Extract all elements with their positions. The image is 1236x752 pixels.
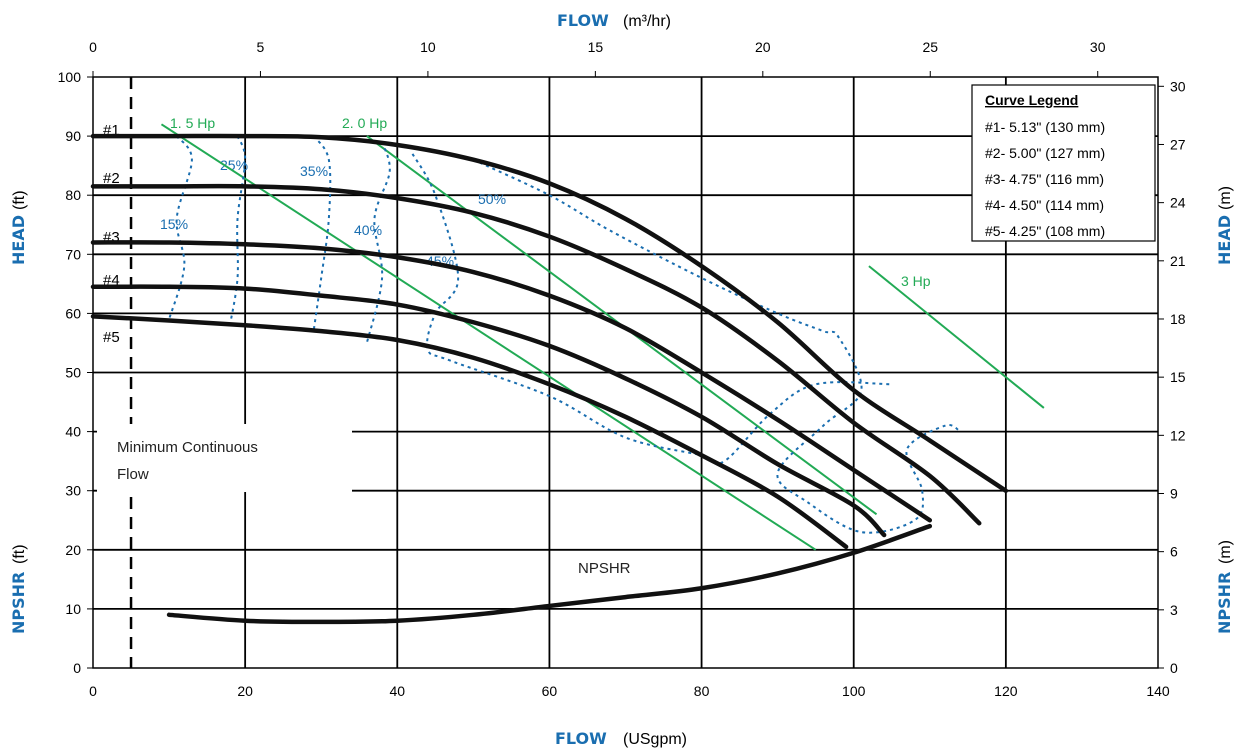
legend-item-4: #4- 4.50" (114 mm) (985, 197, 1104, 213)
y-tick-label-left: 40 (65, 424, 81, 440)
y-tick-label-left: 30 (65, 483, 81, 499)
head-curve-5 (90, 314, 849, 550)
legend-item-3: #3- 4.75" (116 mm) (985, 171, 1104, 187)
efficiency-line-1 (228, 135, 247, 326)
min-flow-note-line1: Minimum Continuous (117, 439, 258, 456)
bottom-axis-title-label: FLOW (555, 729, 607, 748)
x-tick-label-top: 15 (588, 39, 604, 55)
x-tick-label-top: 20 (755, 39, 771, 55)
y-tick-label-right: 12 (1170, 427, 1186, 443)
legend-item-1: #1- 5.13" (130 mm) (985, 119, 1105, 135)
min-flow-note-line2: Flow (117, 466, 149, 483)
y-tick-label-left: 60 (65, 305, 81, 321)
efficiency-label-40: 40% (354, 222, 382, 238)
left-npshr-axis-title: NPSHR (ft) (9, 544, 28, 634)
legend-item-2: #2- 5.00" (127 mm) (985, 145, 1105, 161)
x-tick-label-bottom: 60 (542, 683, 558, 699)
x-tick-label-bottom: 120 (994, 683, 1018, 699)
hp-label-3: 3 Hp (901, 273, 931, 289)
x-tick-label-bottom: 20 (237, 683, 253, 699)
x-tick-label-bottom: 80 (694, 683, 710, 699)
y-tick-label-right: 6 (1170, 544, 1178, 560)
head-curves (90, 133, 1009, 625)
left-head-axis-title: HEAD (ft) (9, 190, 28, 265)
top-axis-title: FLOW (m³/hr) (557, 11, 671, 30)
y-tick-label-left: 10 (65, 601, 81, 617)
y-tick-label-left: 100 (58, 69, 82, 85)
x-tick-label-top: 5 (257, 39, 265, 55)
efficiency-label-35: 35% (300, 163, 328, 179)
y-tick-label-right: 0 (1170, 660, 1178, 676)
efficiency-label-15: 15% (160, 216, 188, 232)
head-curve-3 (90, 240, 933, 523)
right-head-title: HEAD (1215, 215, 1234, 265)
left-npshr-title: NPSHR (9, 572, 28, 634)
npshr-curve-label: NPSHR (578, 560, 631, 577)
horsepower-labels: 1. 5 Hp 2. 0 Hp 3 Hp (170, 115, 931, 289)
left-head-title: HEAD (9, 215, 28, 265)
hp-label-1-5: 1. 5 Hp (170, 115, 215, 131)
curve-labels: #1 #2 #3 #4 #5 (103, 122, 120, 346)
x-tick-label-top: 25 (922, 39, 938, 55)
left-npshr-unit: (ft) (11, 544, 28, 564)
curve-legend: Curve Legend #1- 5.13" (130 mm) #2- 5.00… (971, 84, 1156, 242)
right-npshr-title: NPSHR (1215, 572, 1234, 634)
bottom-axis-title: FLOW (USgpm) (555, 729, 687, 748)
top-axis-title-label: FLOW (557, 11, 609, 30)
x-tick-label-bottom: 140 (1146, 683, 1170, 699)
x-tick-label-top: 0 (89, 39, 97, 55)
x-tick-label-bottom: 100 (842, 683, 866, 699)
hp-line-0 (160, 123, 817, 551)
y-tick-label-left: 90 (65, 128, 81, 144)
y-tick-label-left: 50 (65, 365, 81, 381)
head-curve-1 (90, 133, 1009, 493)
y-tick-label-right: 30 (1170, 78, 1186, 94)
efficiency-label-50: 50% (478, 191, 506, 207)
x-tick-label-bottom: 40 (389, 683, 405, 699)
efficiency-line-0 (168, 135, 193, 320)
legend-title: Curve Legend (985, 92, 1078, 108)
y-tick-label-right: 18 (1170, 311, 1186, 327)
y-tick-label-right: 21 (1170, 253, 1186, 269)
curve-label-2: #2 (103, 170, 120, 187)
right-head-unit: (m) (1217, 186, 1234, 210)
npshr-curve (166, 523, 933, 625)
y-tick-label-left: 20 (65, 542, 81, 558)
bottom-axis-unit: (USgpm) (623, 731, 687, 748)
y-tick-label-right: 24 (1170, 195, 1186, 211)
head-curve-2 (90, 183, 982, 526)
y-tick-label-right: 9 (1170, 485, 1178, 501)
curve-label-5: #5 (103, 329, 120, 346)
y-tick-label-right: 3 (1170, 602, 1178, 618)
right-npshr-unit: (m) (1217, 540, 1234, 564)
top-axis-unit: (m³/hr) (623, 13, 671, 30)
legend-box (971, 84, 1156, 242)
legend-item-5: #5- 4.25" (108 mm) (985, 223, 1105, 239)
hp-label-2-0: 2. 0 Hp (342, 115, 387, 131)
y-tick-label-left: 70 (65, 246, 81, 262)
y-tick-label-left: 80 (65, 187, 81, 203)
y-tick-label-right: 27 (1170, 136, 1186, 152)
right-npshr-axis-title: NPSHR (m) (1215, 540, 1234, 634)
y-tick-label-left: 0 (73, 660, 81, 676)
efficiency-labels: 15% 25% 35% 40% 45% 50% (160, 157, 506, 269)
min-flow-note-bg (97, 424, 352, 492)
y-tick-label-right: 15 (1170, 369, 1186, 385)
hp-line-2 (868, 265, 1045, 409)
x-tick-label-top: 30 (1090, 39, 1106, 55)
right-head-axis-title: HEAD (m) (1215, 186, 1234, 265)
efficiency-label-25: 25% (220, 157, 248, 173)
head-curve-4 (90, 284, 887, 538)
x-tick-label-top: 10 (420, 39, 436, 55)
left-head-unit: (ft) (11, 190, 28, 210)
x-tick-label-bottom: 0 (89, 683, 97, 699)
